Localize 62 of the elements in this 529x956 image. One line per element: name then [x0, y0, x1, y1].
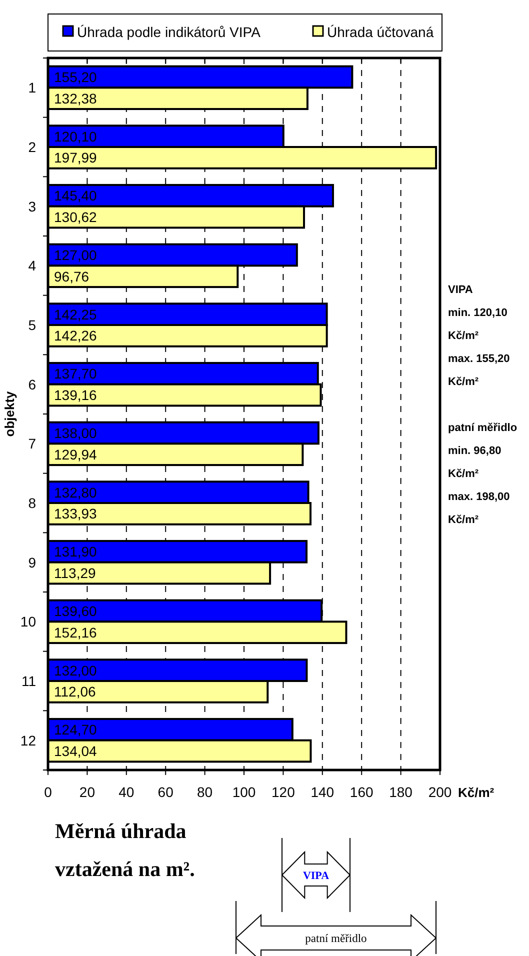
data-label: 145,40 [54, 188, 98, 204]
data-label: 96,76 [54, 268, 90, 284]
text: max. 155,20 [448, 353, 510, 365]
data-label: 130,62 [54, 209, 98, 226]
y-tick-label: 9 [28, 554, 36, 570]
data-label: 139,60 [54, 602, 98, 619]
data-label: 137,70 [54, 366, 98, 382]
x-tick-label: 20 [79, 784, 96, 800]
x-tick-label: 180 [389, 784, 413, 800]
x-tick-label: 200 [428, 784, 452, 800]
data-label: 113,29 [54, 565, 96, 582]
y-tick-label: 5 [28, 317, 36, 333]
text: min. 96,80 [448, 445, 502, 457]
x-tick-label: 140 [310, 784, 334, 800]
y-axis-title: objekty [2, 390, 17, 437]
data-label: 133,93 [54, 506, 98, 522]
data-label: 120,10 [54, 128, 98, 144]
data-label: 152,16 [54, 624, 98, 640]
data-label: 197,99 [54, 150, 98, 166]
x-tick-label: 100 [232, 784, 256, 800]
y-tick-label: 3 [28, 198, 36, 214]
y-tick-label: 12 [20, 732, 36, 748]
y-tick-label: 2 [28, 139, 36, 155]
text: patní měřidlo [448, 422, 518, 434]
data-label: 127,00 [54, 246, 98, 263]
y-tick-label: 10 [20, 614, 36, 630]
legend-label: Úhrada účtovaná [327, 24, 434, 40]
x-tick-label: 160 [350, 784, 374, 800]
y-tick-label: 11 [21, 673, 36, 689]
y-tick-label: 4 [28, 258, 36, 274]
data-label: 129,94 [54, 446, 98, 462]
text: Kč/m² [448, 330, 479, 342]
data-label: 142,25 [54, 306, 98, 322]
data-label: 132,38 [54, 90, 98, 106]
data-label: 139,16 [54, 387, 98, 404]
y-tick-label: 7 [28, 436, 36, 452]
text: Měrná úhrada vztažená na m². [55, 819, 195, 881]
data-label: 124,70 [54, 722, 98, 738]
x-tick-label: 80 [197, 784, 213, 800]
x-tick-label: 120 [272, 784, 296, 800]
legend-label: Úhrada podle indikátorů VIPA [77, 24, 262, 40]
data-label: 132,00 [54, 662, 98, 678]
x-axis-title: Kč/m² [458, 785, 495, 800]
data-label: 131,90 [54, 544, 98, 560]
text: VIPA [448, 284, 473, 296]
x-tick-label: 0 [44, 784, 52, 800]
y-tick-label: 6 [28, 376, 36, 392]
y-tick-label: 8 [28, 495, 36, 511]
data-label: 138,00 [54, 424, 98, 441]
data-label: 155,20 [54, 68, 98, 85]
data-label: 112,06 [54, 684, 96, 700]
text: Kč/m² [448, 376, 479, 388]
x-tick-label: 40 [118, 784, 134, 800]
data-label: 132,80 [54, 484, 98, 500]
text: Kč/m² [448, 514, 479, 526]
text: Kč/m² [448, 468, 479, 480]
y-tick-label: 1 [28, 80, 36, 96]
x-tick-label: 60 [158, 784, 174, 800]
text: min. 120,10 [448, 307, 508, 319]
data-label: 142,26 [54, 328, 98, 344]
text: max. 198,00 [448, 491, 510, 503]
data-label: 134,04 [54, 743, 98, 760]
